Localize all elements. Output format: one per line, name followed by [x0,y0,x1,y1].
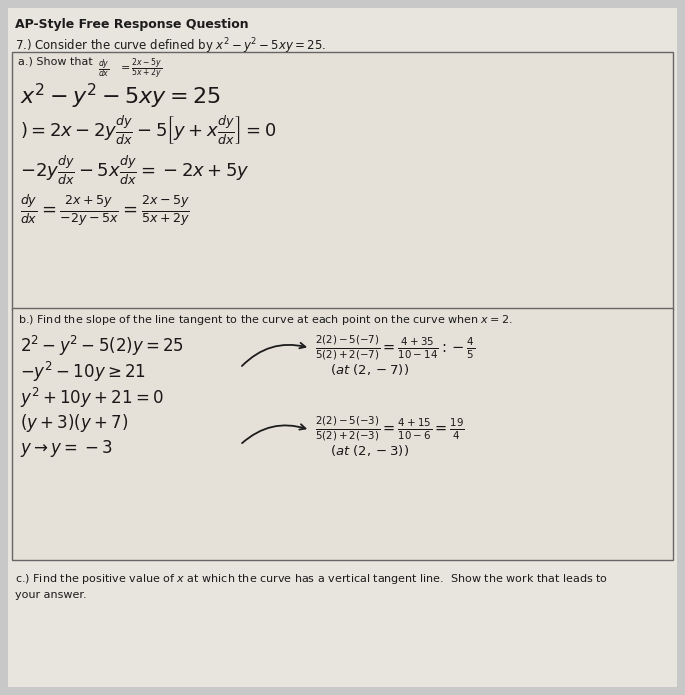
Text: $(y+3)(y+7)$: $(y+3)(y+7)$ [20,412,128,434]
Text: 7.) Consider the curve defined by $x^2-y^2-5xy=25$.: 7.) Consider the curve defined by $x^2-y… [15,36,326,56]
Bar [12,308,673,560]
Text: c.) Find the positive value of $x$ at which the curve has a vertical tangent lin: c.) Find the positive value of $x$ at wh… [15,572,608,586]
Text: AP-Style Free Response Question: AP-Style Free Response Question [15,18,249,31]
Text: $x^2-y^2-5xy=25$: $x^2-y^2-5xy=25$ [20,82,221,111]
Text: $\frac{2(2)-5(-7)}{5(2)+2(-7)}=\frac{4+35}{10-14}:-\frac{4}{5}$: $\frac{2(2)-5(-7)}{5(2)+2(-7)}=\frac{4+3… [315,334,475,362]
Text: $-2y\frac{dy}{dx}-5x\frac{dy}{dx}=-2x+5y$: $-2y\frac{dy}{dx}-5x\frac{dy}{dx}=-2x+5y… [20,155,249,188]
Text: a.) Show that: a.) Show that [18,57,100,67]
Bar [12,52,673,310]
Text: $y\to y=-3$: $y\to y=-3$ [20,438,112,459]
Text: $(at\ (2,-7))$: $(at\ (2,-7))$ [330,362,409,377]
Text: $\frac{2(2)-5(-3)}{5(2)+2(-3)}=\frac{4+15}{10-6}=\frac{19}{4}$: $\frac{2(2)-5(-3)}{5(2)+2(-3)}=\frac{4+1… [315,415,465,443]
Text: $= \frac{2x-5y}{5x+2y}$: $= \frac{2x-5y}{5x+2y}$ [118,57,162,83]
Text: $-y^2-10y\geq21$: $-y^2-10y\geq21$ [20,360,146,384]
Text: $)=2x-2y\frac{dy}{dx}-5\left[y+x\frac{dy}{dx}\right]=0$: $)=2x-2y\frac{dy}{dx}-5\left[y+x\frac{dy… [20,115,276,147]
Text: $2^2-y^2-5(2)y=25$: $2^2-y^2-5(2)y=25$ [20,334,184,358]
Text: $\frac{dy}{dx}=\frac{2x+5y}{-2y-5x}=\frac{2x-5y}{5x+2y}$: $\frac{dy}{dx}=\frac{2x+5y}{-2y-5x}=\fra… [20,193,190,228]
Text: $\frac{dy}{dx}$: $\frac{dy}{dx}$ [98,57,110,80]
Text: $(at\ (2,-3))$: $(at\ (2,-3))$ [330,443,409,458]
Text: $y^2+10y+21=0$: $y^2+10y+21=0$ [20,386,164,410]
Text: your answer.: your answer. [15,590,86,600]
Text: b.) Find the slope of the line tangent to the curve at each point on the curve w: b.) Find the slope of the line tangent t… [18,313,512,327]
